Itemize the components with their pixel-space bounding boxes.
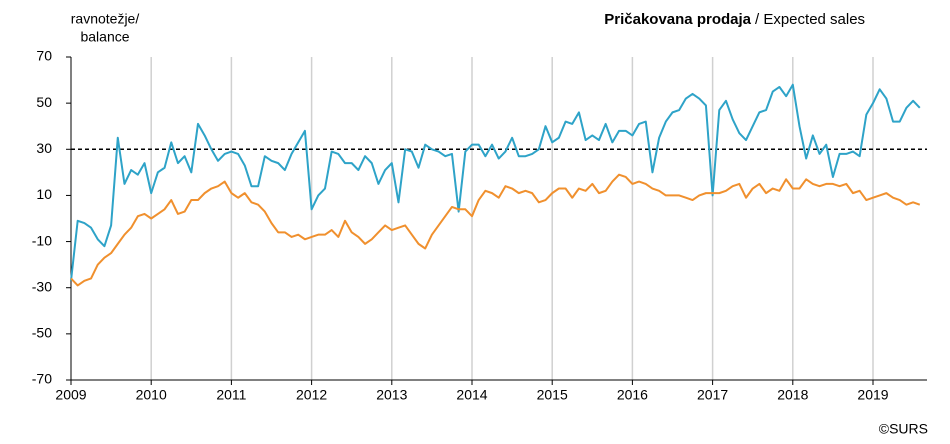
data-line [70, 173, 921, 287]
y-axis-label: ravnotežje/ [71, 11, 140, 27]
y-tick-label: -30 [32, 278, 52, 294]
x-tick-label: 2009 [55, 387, 86, 403]
x-tick-label: 2019 [857, 387, 888, 403]
y-tick-label: 30 [36, 140, 52, 156]
y-tick-label: 50 [36, 94, 52, 110]
y-tick-label: 10 [36, 186, 52, 202]
x-tick-label: 2016 [617, 387, 648, 403]
x-tick-label: 2018 [777, 387, 808, 403]
y-axis-label: balance [80, 29, 129, 45]
chart-title: Pričakovana prodaja [604, 11, 751, 28]
y-tick-label: -50 [32, 325, 52, 341]
y-tick-label: 70 [36, 48, 52, 64]
y-tick-label: -10 [32, 232, 52, 248]
x-tick-label: 2014 [456, 387, 487, 403]
x-tick-label: 2010 [136, 387, 167, 403]
chart-subtitle: / Expected sales [755, 11, 865, 28]
x-tick-label: 2015 [537, 387, 568, 403]
x-tick-label: 2012 [296, 387, 327, 403]
data-line [70, 83, 921, 281]
source: ©SURS [879, 421, 928, 437]
x-tick-label: 2011 [216, 387, 246, 403]
x-tick-label: 2013 [376, 387, 407, 403]
x-tick-label: 2017 [697, 387, 728, 403]
y-tick-label: -70 [32, 371, 52, 387]
